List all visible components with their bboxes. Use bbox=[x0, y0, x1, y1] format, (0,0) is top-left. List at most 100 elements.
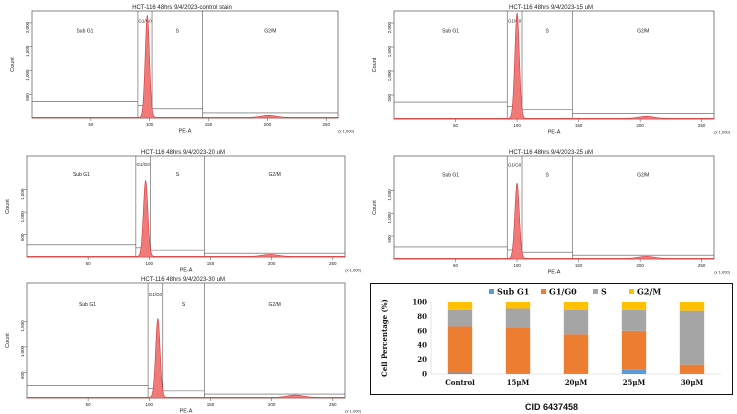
x-multiplier-label: (x 1,000) bbox=[338, 129, 354, 134]
x-tick-label: 50 bbox=[86, 261, 92, 266]
x-tick-label: 200 bbox=[264, 122, 272, 127]
histogram-curve bbox=[26, 318, 346, 399]
y-tick-label: 500 bbox=[387, 235, 392, 243]
legend-label: Sub G1 bbox=[497, 287, 529, 297]
bar-segment-s bbox=[621, 309, 647, 331]
bar-segment-s bbox=[505, 308, 531, 328]
bar-segment-g1-g0 bbox=[679, 364, 705, 374]
bar-segment-g2-m bbox=[679, 302, 705, 311]
x-tick-label: 200 bbox=[636, 263, 644, 268]
x-tick-label: 150 bbox=[575, 123, 583, 128]
x-multiplier-label: (x 1,000) bbox=[714, 270, 730, 275]
x-axis-label: PE-A bbox=[180, 409, 193, 414]
gate-label-g2-m: G2/M bbox=[269, 302, 281, 308]
bar-segment-g1-g0 bbox=[621, 330, 647, 370]
bar-segment-s bbox=[679, 310, 705, 365]
legend-label: S bbox=[601, 287, 607, 297]
bar-segment-g2-m bbox=[505, 302, 531, 309]
histogram-title: HCT-116 48hrs 9/4/2023-15 uM bbox=[509, 5, 593, 11]
bar-segment-s bbox=[563, 309, 589, 335]
gate-label-sub-g1: Sub G1 bbox=[76, 28, 93, 34]
x-tick-label: 150 bbox=[207, 261, 215, 266]
gate-label-sub-g1: Sub G1 bbox=[79, 302, 96, 308]
plot-frame bbox=[26, 155, 346, 258]
stacked-bar-chart-svg: 0 20 40 60 80 100 Cell Percentage (%) Control 15… bbox=[380, 287, 721, 387]
histogram-title: HCT-116 48hrs 9/4/2023-25 uM bbox=[509, 150, 593, 156]
x-tick-label: 250 bbox=[698, 263, 706, 268]
gate-label-g1-g0: G1/G0 bbox=[149, 292, 163, 297]
histogram-title: HCT-116 48hrs 9/4/2023-30 uM bbox=[141, 277, 225, 283]
y-tick-label: 500 bbox=[387, 94, 392, 102]
bar-segment-sub-g1 bbox=[505, 373, 531, 374]
bar-segment-g2-m bbox=[563, 302, 589, 310]
plot-frame bbox=[393, 155, 715, 260]
gate-label-s: S bbox=[546, 29, 550, 35]
x-tick-label: 50 bbox=[453, 263, 459, 268]
gate-label-g2-m: G2/M bbox=[264, 28, 276, 34]
x-tick-label: 20μM bbox=[565, 378, 588, 387]
bar-segment-s bbox=[447, 309, 473, 327]
bar-segment-g1-g0 bbox=[563, 334, 589, 374]
y-axis-label: Count bbox=[372, 57, 378, 72]
y-axis-label: Count bbox=[10, 57, 16, 72]
legend-label: G2/M bbox=[637, 287, 661, 297]
x-axis-label: PE-A bbox=[548, 130, 561, 136]
x-axis-label: PE-A bbox=[548, 270, 561, 276]
legend-swatch bbox=[593, 289, 598, 294]
x-tick-label: 150 bbox=[205, 122, 213, 127]
x-tick-label: 250 bbox=[329, 261, 337, 266]
y-tick-label: 1,500 bbox=[387, 189, 392, 201]
histogram-curve bbox=[26, 180, 346, 258]
gate-label-g1-g0: G1/G0 bbox=[508, 19, 522, 24]
y-tick-label: 1,000 bbox=[20, 345, 25, 357]
legend-swatch bbox=[489, 289, 494, 294]
y-tick-label: 80 bbox=[417, 312, 427, 321]
histogram-15um: HCT-116 48hrs 9/4/2023-15 uM 500 1,000 1,50… bbox=[372, 5, 731, 136]
histogram-20um: HCT-116 48hrs 9/4/2023-20 uM 500 1,000 1,50… bbox=[5, 150, 362, 274]
gate-label-g1-g0: G1/G0 bbox=[137, 162, 151, 167]
y-tick-label: 1,500 bbox=[25, 45, 30, 57]
plot-frame bbox=[26, 282, 346, 399]
plot-frame bbox=[31, 10, 339, 119]
y-tick-label: 0 bbox=[422, 370, 427, 379]
histogram-curve bbox=[393, 12, 715, 120]
bar-segment-g2-m bbox=[447, 302, 473, 310]
x-tick-label: 250 bbox=[322, 122, 330, 127]
gate-label-s: S bbox=[176, 28, 180, 34]
x-tick-label: 100 bbox=[146, 122, 154, 127]
x-tick-label: 150 bbox=[575, 263, 583, 268]
x-tick-label: 100 bbox=[513, 263, 521, 268]
gate-label-s: S bbox=[546, 173, 550, 179]
x-tick-label: 250 bbox=[329, 402, 337, 407]
y-tick-label: 20 bbox=[417, 355, 427, 364]
y-tick-label: 500 bbox=[20, 371, 25, 379]
histogram-30um: HCT-116 48hrs 9/4/2023-30 uM 500 1,000 1,50… bbox=[5, 277, 362, 414]
y-tick-label: 2,000 bbox=[387, 22, 392, 34]
gate-label-g1-g0: G1/G0 bbox=[138, 18, 152, 23]
x-tick-label: 50 bbox=[453, 123, 459, 128]
gate-label-g2-m: G2/M bbox=[637, 29, 649, 35]
y-tick-label: 1,500 bbox=[387, 46, 392, 58]
histogram-control: HCT-116 48hrs 9/4/2023-control stain 500 1… bbox=[10, 5, 355, 135]
histogram-curve bbox=[393, 182, 715, 260]
gate-label-s: S bbox=[176, 172, 180, 178]
legend-swatch bbox=[629, 289, 634, 294]
x-multiplier-label: (x 1,000) bbox=[714, 130, 730, 135]
bar-segment-sub-g1 bbox=[679, 373, 705, 374]
x-axis-label: PE-A bbox=[179, 129, 192, 135]
histogram-title: HCT-116 48hrs 9/4/2023-control stain bbox=[132, 5, 232, 11]
x-tick-label: Control bbox=[445, 378, 475, 387]
y-axis-label: Count bbox=[5, 333, 11, 348]
gate-label-sub-g1: Sub G1 bbox=[442, 29, 459, 35]
y-tick-label: 40 bbox=[417, 341, 427, 350]
y-tick-label: 1,500 bbox=[20, 320, 25, 332]
gate-label-g1-g0: G1/G0 bbox=[508, 163, 522, 168]
histogram-title: HCT-116 48hrs 9/4/2023-20 uM bbox=[141, 150, 225, 156]
x-tick-label: 25μM bbox=[623, 378, 646, 387]
x-tick-label: 50 bbox=[86, 402, 92, 407]
x-axis-label: PE-A bbox=[180, 268, 193, 274]
x-tick-label: 50 bbox=[88, 122, 94, 127]
x-tick-label: 200 bbox=[636, 123, 644, 128]
y-tick-label: 1,500 bbox=[20, 188, 25, 200]
x-tick-label: 200 bbox=[268, 402, 276, 407]
